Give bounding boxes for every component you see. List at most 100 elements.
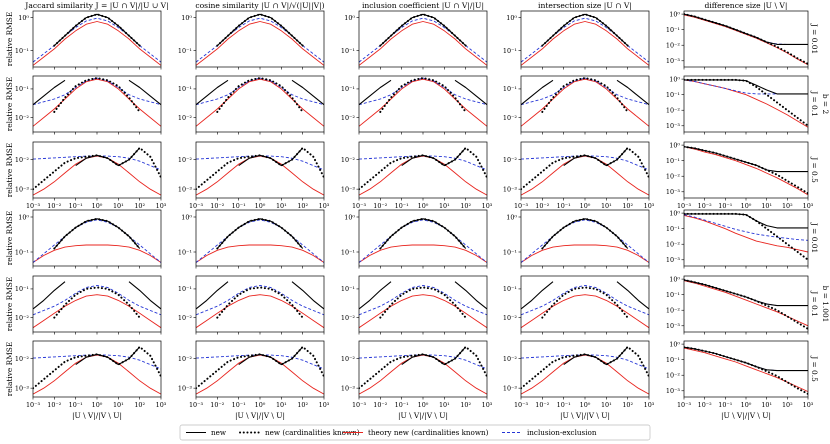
y-tick-label: 10⁻¹ — [15, 85, 30, 93]
x-tick-label: 10⁻¹ — [718, 401, 733, 409]
subplot-r1-c1: 10⁻¹ 10⁰ — [15, 10, 162, 70]
series-line-incl-excl — [359, 155, 487, 171]
series-line-new-known — [196, 146, 324, 191]
series-line-theory — [196, 244, 324, 263]
series-line-theory — [359, 294, 487, 329]
series-line-theory — [33, 244, 161, 263]
y-tick-label: 10⁰ — [669, 141, 680, 149]
y-tick-label: 10⁻² — [15, 355, 30, 363]
series-line-new — [359, 79, 487, 106]
x-tick-label: 10³ — [644, 202, 655, 210]
series-line-incl-excl — [33, 285, 161, 316]
series-line-new-known — [379, 286, 467, 319]
series-line-incl-excl — [359, 17, 487, 63]
y-axis-label: relative RMSE — [5, 77, 14, 132]
series-line-new-known — [216, 286, 304, 319]
series-line-new — [684, 79, 808, 95]
row-j-label: J = 0.01 — [810, 23, 819, 54]
y-tick-label: 10⁻² — [666, 42, 681, 50]
y-tick-label: 10⁻³ — [666, 57, 681, 65]
series-line-new — [684, 213, 808, 229]
x-tick-label: 10⁻¹ — [395, 401, 410, 409]
y-tick-label: 10⁻² — [178, 355, 193, 363]
series-line-theory — [521, 21, 649, 66]
series-line-new-known — [53, 286, 141, 319]
y-tick-label: 10⁻² — [341, 156, 356, 164]
series-line-theory — [521, 78, 649, 127]
x-tick-label: 10⁰ — [741, 401, 752, 409]
y-tick-label: 10⁻³ — [666, 188, 681, 196]
x-tick-label: 10⁻¹ — [232, 202, 247, 210]
series-line-incl-excl — [33, 17, 161, 63]
series-line-incl-excl — [196, 77, 324, 106]
y-tick-label: 10⁰ — [669, 340, 680, 348]
series-line-new — [196, 79, 324, 106]
legend-entry: theory new (cardinalities known) — [368, 428, 489, 437]
y-tick-label: 10⁰ — [181, 213, 192, 221]
x-tick-label: 10⁰ — [418, 401, 429, 409]
axes-frame — [683, 75, 809, 133]
series-line-incl-excl — [359, 285, 487, 316]
x-tick-label: 10⁻¹ — [718, 202, 733, 210]
x-tick-label: 10⁻¹ — [232, 401, 247, 409]
x-tick-label: 10³ — [482, 202, 493, 210]
series-line-new-known — [53, 77, 141, 113]
series-line-new — [216, 13, 304, 47]
axes-frame — [32, 75, 162, 133]
y-tick-label: 10⁻² — [178, 114, 193, 122]
y-tick-label: 10⁻² — [503, 355, 518, 363]
series-line-new-known — [379, 77, 467, 113]
y-axis-label: relative RMSE — [5, 211, 14, 266]
x-tick-label: 10⁻³ — [352, 202, 367, 210]
x-tick-label: 10⁻³ — [514, 401, 529, 409]
series-line-incl-excl — [33, 155, 161, 171]
series-line-new-known — [684, 212, 808, 261]
x-tick-label: 10⁻¹ — [557, 202, 572, 210]
y-tick-label: 10⁻¹ — [15, 47, 30, 55]
y-tick-label: 10⁻¹ — [341, 285, 356, 293]
series-line-theory — [359, 354, 487, 395]
y-tick-label: 10⁻² — [666, 107, 681, 115]
axes-frame — [195, 10, 325, 68]
subplot-r5-c2: 10⁻² 10⁻¹ — [178, 275, 325, 335]
series-line-new — [53, 218, 141, 249]
subplot-r2-c3: 10⁻² 10⁻¹ — [341, 75, 488, 135]
x-tick-label: 10² — [622, 401, 633, 409]
y-tick-label: 10⁻³ — [666, 322, 681, 330]
y-tick-label: 10⁻¹ — [178, 47, 193, 55]
series-line-theory — [33, 21, 161, 66]
x-tick-label: 10⁻¹ — [557, 401, 572, 409]
y-tick-label: 10⁻³ — [666, 387, 681, 395]
x-tick-label: 10³ — [319, 401, 330, 409]
x-tick-label: 10¹ — [439, 401, 450, 409]
series-line-new — [521, 281, 649, 310]
axes-frame — [32, 10, 162, 68]
subplot-r3-c2: 10⁻³ 10⁻² 10⁻³ 10⁻² 10⁻¹ 10⁰ 10¹ 10² 10³ — [178, 141, 330, 210]
subplot-r4-c4: 10⁻¹ 10⁰ — [503, 209, 650, 269]
x-tick-label: 10³ — [319, 202, 330, 210]
x-tick-label: 10² — [297, 202, 308, 210]
y-tick-label: 10⁻¹ — [666, 225, 681, 233]
x-tick-label: 10¹ — [601, 401, 612, 409]
x-tick-label: 10⁻² — [535, 401, 550, 409]
series-line-new-known — [521, 345, 649, 390]
x-tick-label: 10⁻² — [47, 401, 62, 409]
x-tick-label: 10¹ — [761, 401, 772, 409]
x-tick-label: 10⁻³ — [352, 401, 367, 409]
series-line-theory — [684, 214, 808, 253]
y-tick-label: 10⁻² — [503, 314, 518, 322]
y-tick-label: 10⁻² — [666, 307, 681, 315]
y-tick-label: 10⁻³ — [341, 384, 356, 392]
subplot-r3-c3: 10⁻³ 10⁻² 10⁻³ 10⁻² 10⁻¹ 10⁰ 10¹ 10² 10³ — [341, 141, 493, 210]
subplot-r2-c2: 10⁻² 10⁻¹ — [178, 75, 325, 135]
x-tick-label: 10⁰ — [92, 401, 103, 409]
series-line-theory — [196, 294, 324, 329]
series-line-theory — [521, 354, 649, 395]
legend-entry: inclusion-exclusion — [527, 428, 597, 437]
row-j-label: J = 0.5 — [810, 355, 819, 382]
y-axis-label: relative RMSE — [5, 143, 14, 198]
x-axis-label: |U \ V|/|V \ U| — [72, 411, 122, 420]
axes-frame — [683, 209, 809, 267]
subplot-r6-c5: 10⁻³ 10⁻² 10⁻¹ 10⁰ 10⁻³ 10⁻² 10⁻¹ 10⁰ 10¹ 10² 10³ — [666, 340, 814, 409]
